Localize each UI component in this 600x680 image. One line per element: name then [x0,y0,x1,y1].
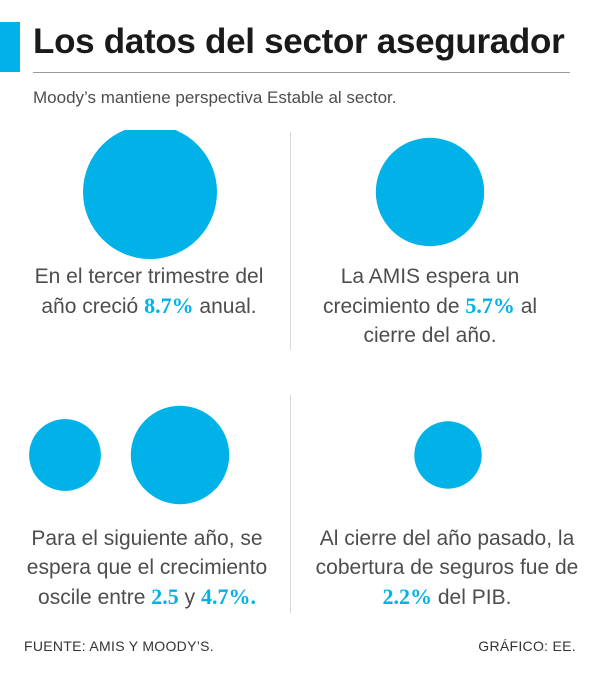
bubble-panel-4-1 [414,421,482,489]
panel-3-caption: Para el siguiente año, se espera que el … [20,524,274,612]
panel-4-text-after: del PIB. [432,586,512,609]
panel-3-value-label-1: 2.5 [151,584,179,609]
accent-bar [0,22,20,72]
bubble-chart-panel-2 [375,137,485,247]
bubble-chart-panel-4 [414,421,482,489]
panel-4-value-label: 2.2% [382,584,433,609]
page-title: Los datos del sector asegurador [33,22,565,61]
bubble-panel-3-2 [130,405,230,505]
panel-divider-bottom [290,395,291,613]
title-rule [33,72,570,73]
page-subtitle: Moody’s mantiene perspectiva Estable al … [33,88,397,107]
panel-2-value-label: 5.7% [465,293,515,318]
bubble-chart-panel-1 [83,130,217,259]
panel-1-text-before: En el tercer trimestre del año creció [34,265,264,318]
panel-2-caption: La AMIS espera un crecimiento de 5.7% al… [310,262,550,350]
bubble-panel-1-1 [83,130,217,259]
bubble-chart-panel-3 [29,405,230,505]
panel-1-value-label: 8.7% [144,293,194,318]
graphic-credit: GRÁFICO: EE. [478,638,576,654]
panel-3-text-before: Para el siguiente año, se espera que el … [26,527,268,609]
bubble-panel-3-1 [29,419,101,491]
panel-4-text-before: Al cierre del año pasado, la cobertura d… [315,527,579,579]
panel-1-caption: En el tercer trimestre del año creció 8.… [24,262,274,321]
panel-4-caption: Al cierre del año pasado, la cobertura d… [308,524,586,612]
panel-2-text-after: al cierre del año. [363,295,538,347]
source-note: FUENTE: AMIS Y MOODY’S. [24,638,214,654]
panel-divider-top [290,132,291,350]
panel-2-text-before: La AMIS espera un crecimiento de [322,265,520,318]
panel-1-text-after: anual. [193,295,257,318]
panel-3-value-label-2: 4.7% [200,584,251,609]
bubble-panel-2-1 [375,137,485,247]
panel-3-text-middle: y [178,586,201,609]
panel-3-text-after: . [250,584,256,609]
